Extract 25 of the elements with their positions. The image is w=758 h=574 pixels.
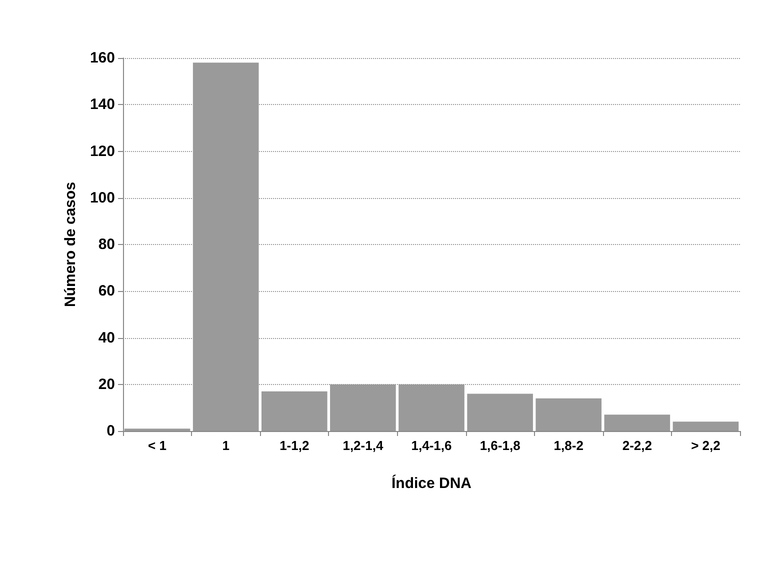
- x-axis-title: Índice DNA: [391, 474, 472, 492]
- y-tick-label: 140: [90, 96, 115, 114]
- y-tick-label: 40: [98, 329, 115, 346]
- bar: [536, 398, 602, 431]
- bar: [672, 422, 739, 431]
- x-tick-label: 1,6-1,8: [480, 438, 520, 453]
- bar: [261, 391, 328, 431]
- x-tick-label: 1,2-1,4: [342, 438, 384, 453]
- x-tick-label: < 1: [148, 438, 166, 453]
- y-axis-title: Número de casos: [62, 182, 79, 308]
- y-tick-label: 20: [98, 376, 115, 393]
- y-tick-label: 100: [90, 189, 115, 206]
- bar: [604, 414, 670, 431]
- y-tick-label: 120: [90, 142, 115, 160]
- y-tick-label: 160: [90, 50, 115, 66]
- y-tick-label: 80: [98, 236, 115, 253]
- x-tick-label: 1,8-2: [554, 438, 584, 453]
- y-tick-label: 0: [106, 422, 115, 440]
- x-tick-label: 2-2,2: [622, 438, 652, 453]
- x-tick-label: 1: [222, 438, 230, 453]
- x-tick-label: 1,4-1,6: [411, 438, 452, 453]
- bar: [467, 394, 533, 431]
- y-tick-label: 60: [98, 282, 115, 300]
- x-tick-label: > 2,2: [691, 438, 720, 453]
- x-tick-label: 1-1,2: [280, 438, 310, 453]
